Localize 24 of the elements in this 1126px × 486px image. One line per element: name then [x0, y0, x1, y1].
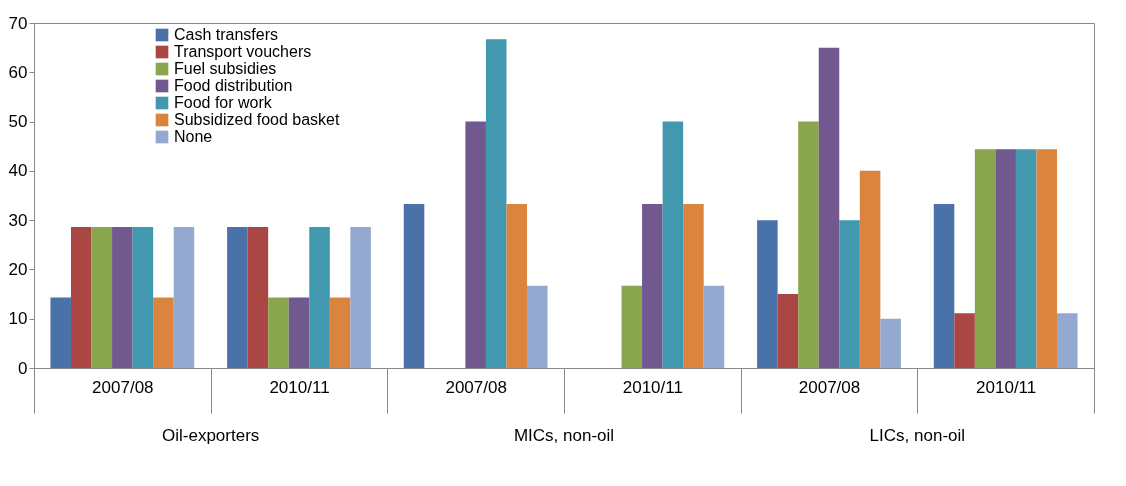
legend-label: Food distribution: [174, 77, 293, 94]
text: LICs, non-oil: [869, 426, 966, 445]
x-tick-label: 2007/08: [798, 377, 861, 397]
y-tick-label: 70: [8, 13, 28, 33]
y-tick-label: 0: [18, 358, 28, 378]
x-tick-label: 2007/08: [445, 377, 507, 397]
y-tick-label: 20: [8, 259, 28, 279]
y-tick-label: 50: [8, 112, 28, 132]
y-tick-label: 30: [8, 210, 28, 230]
x-tick-label: 2007/08: [92, 377, 154, 397]
x-tick-label: 2010/11: [622, 377, 683, 397]
text: MICs, non-oil: [513, 426, 615, 445]
legend-label: Transport vouchers: [174, 43, 312, 60]
x-tick-label: 2010/11: [976, 377, 1037, 397]
legend-label: Fuel subsidies: [174, 60, 277, 77]
y-tick-label: 10: [8, 309, 28, 329]
legend-label: None: [174, 128, 213, 145]
x-tick-label: 2010/11: [269, 377, 330, 397]
text: Oil-exporters: [162, 426, 260, 445]
legend-label: Cash transfers: [174, 26, 279, 43]
y-tick-label: 40: [8, 161, 28, 181]
legend-label: Food for work: [174, 94, 273, 111]
y-tick-label: 60: [8, 62, 28, 82]
legend-label: Subsidized food basket: [174, 111, 340, 128]
